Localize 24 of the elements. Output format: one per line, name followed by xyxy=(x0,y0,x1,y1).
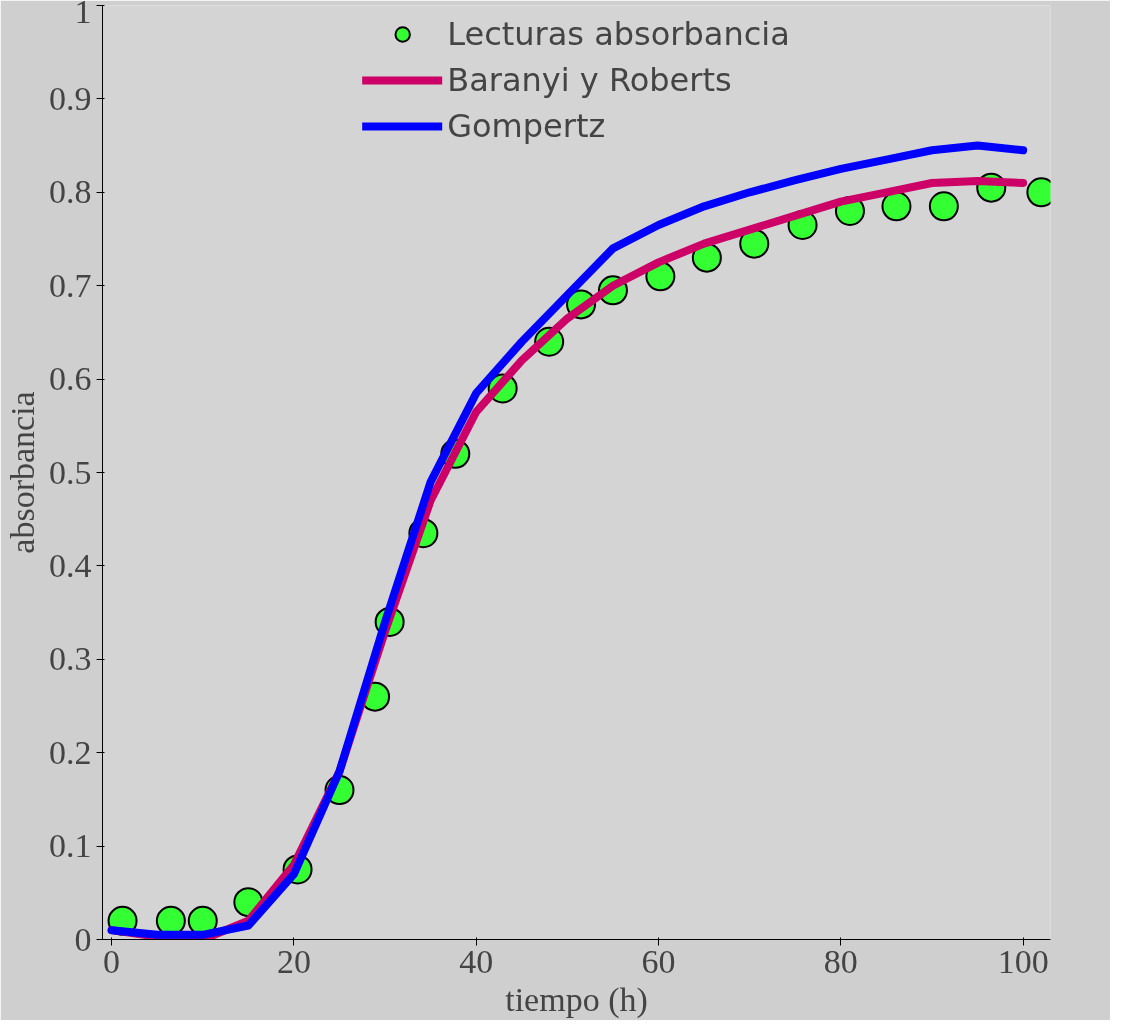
y-tick-label: 0.2 xyxy=(49,733,92,771)
y-tick-label: 0.7 xyxy=(49,266,92,304)
y-tick-label: 0.1 xyxy=(49,827,92,865)
y-axis-title: absorbancia xyxy=(4,391,41,554)
x-tick-label: 100 xyxy=(997,942,1049,980)
point xyxy=(928,191,959,222)
x-tick-label: 60 xyxy=(641,942,676,980)
x-axis-title: tiempo (h) xyxy=(505,980,648,1019)
y-tick-label: 0.5 xyxy=(49,453,92,491)
y-tick-label: 0.3 xyxy=(49,640,92,678)
x-tick-label: 40 xyxy=(459,942,494,980)
x-tick-label: 80 xyxy=(823,942,858,980)
y-tick-label: 0.8 xyxy=(49,173,92,211)
x-tick-label: 0 xyxy=(103,942,121,980)
legend-label: Gompertz xyxy=(447,107,606,145)
y-tick-label: 0.9 xyxy=(49,79,92,117)
x-tick-label: 20 xyxy=(276,942,311,980)
point xyxy=(739,228,770,259)
legend-label: Baranyi y Roberts xyxy=(447,61,732,99)
y-tick-label: 0.4 xyxy=(49,546,92,584)
legend-label: Lecturas absorbancia xyxy=(447,15,790,53)
point xyxy=(881,191,912,222)
y-tick-label: 1 xyxy=(74,0,92,30)
y-tick-label: 0.6 xyxy=(49,360,92,398)
